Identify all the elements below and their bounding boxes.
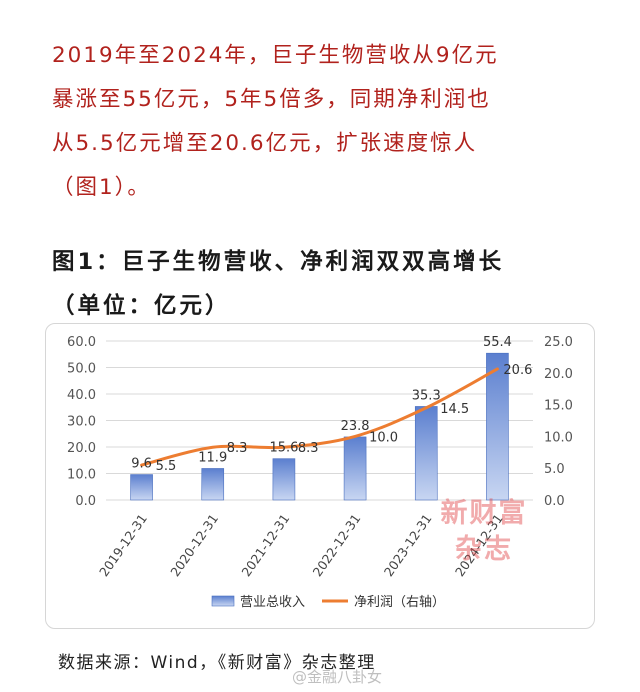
weibo-signature: @金融八卦女 [292, 668, 383, 686]
chart-title: 图1：巨子生物营收、净利润双双高增长 （单位：亿元） [52, 240, 612, 328]
y-left-tick-label: 30.0 [67, 415, 96, 430]
bar-value-label: 9.6 [131, 457, 152, 472]
bar-revenue [343, 436, 367, 501]
chart-title-unit: （单位：亿元） [52, 293, 231, 319]
y-left-tick-label: 20.0 [67, 441, 96, 456]
data-source-note: 数据来源：Wind，《新财富》杂志整理 [58, 653, 376, 673]
y-right-tick-label: 10.0 [544, 430, 573, 445]
bar-revenue [201, 468, 225, 501]
data-labels: 9.6 11.9 15.6 23.8 35.3 55.4 5.5 8.3 8.3 10.0 14.5… [131, 335, 532, 474]
bar-revenue [130, 474, 153, 501]
y-left-tick-label: 0.0 [75, 494, 96, 509]
legend-label-revenue: 营业总收入 [240, 595, 305, 610]
line-value-label: 8.3 [227, 441, 248, 456]
x-tick-label: 2019-12-31 [96, 511, 150, 579]
line-series [140, 367, 499, 467]
x-tick-label: 2020-12-31 [167, 511, 221, 579]
bar-value-label: 15.6 [269, 441, 298, 456]
y-left-tick-label: 60.0 [67, 335, 96, 350]
line-value-label: 14.5 [440, 402, 469, 417]
bar-value-label: 23.8 [341, 419, 370, 434]
line-value-label: 5.5 [156, 459, 177, 474]
y-left-tick-label: 50.0 [67, 362, 96, 377]
chart-title-line: 图1：巨子生物营收、净利润双双高增长 [52, 249, 505, 275]
bar-revenue [486, 352, 509, 501]
y-left-tick-label: 10.0 [67, 468, 96, 483]
watermark-line: 杂志 [455, 534, 513, 565]
watermark-line: 新财富 [440, 498, 528, 529]
line-value-label: 20.6 [503, 363, 532, 378]
y-right-tick-label: 15.0 [544, 399, 573, 414]
y-left-tick-label: 40.0 [67, 388, 96, 403]
bar-revenue [272, 458, 296, 501]
intro-line: （图1）。 [52, 175, 151, 200]
y-right-tick-label: 20.0 [544, 367, 573, 382]
intro-line: 暴涨至55亿元，5年5倍多，同期净利润也 [52, 87, 491, 112]
x-tick-label: 2022-12-31 [310, 511, 364, 579]
bar-revenue [414, 406, 438, 501]
grid-lines [106, 340, 533, 501]
bar-series [130, 352, 509, 501]
y-right-tick-label: 25.0 [544, 335, 573, 350]
y-right-tick-label: 5.0 [544, 462, 565, 477]
line-value-label: 8.3 [298, 441, 319, 456]
bar-value-label: 35.3 [412, 388, 441, 403]
line-value-label: 10.0 [369, 430, 398, 445]
watermark: 新财富 杂志 [424, 496, 544, 568]
legend-bar-swatch [211, 595, 235, 607]
bar-value-label: 55.4 [483, 335, 512, 350]
y-right-tick-label: 0.0 [544, 494, 565, 509]
intro-paragraph: 2019年至2024年，巨子生物营收从9亿元 暴涨至55亿元，5年5倍多，同期净… [52, 34, 592, 210]
x-tick-label: 2021-12-31 [238, 511, 292, 579]
legend-label-net-profit: 净利润（右轴） [354, 595, 445, 610]
line-net-profit [140, 367, 499, 467]
bar-value-label: 11.9 [198, 450, 227, 465]
legend: 营业总收入 净利润（右轴） [211, 595, 445, 610]
intro-line: 从5.5亿元增至20.6亿元，扩张速度惊人 [52, 131, 478, 156]
intro-line: 2019年至2024年，巨子生物营收从9亿元 [52, 43, 499, 68]
